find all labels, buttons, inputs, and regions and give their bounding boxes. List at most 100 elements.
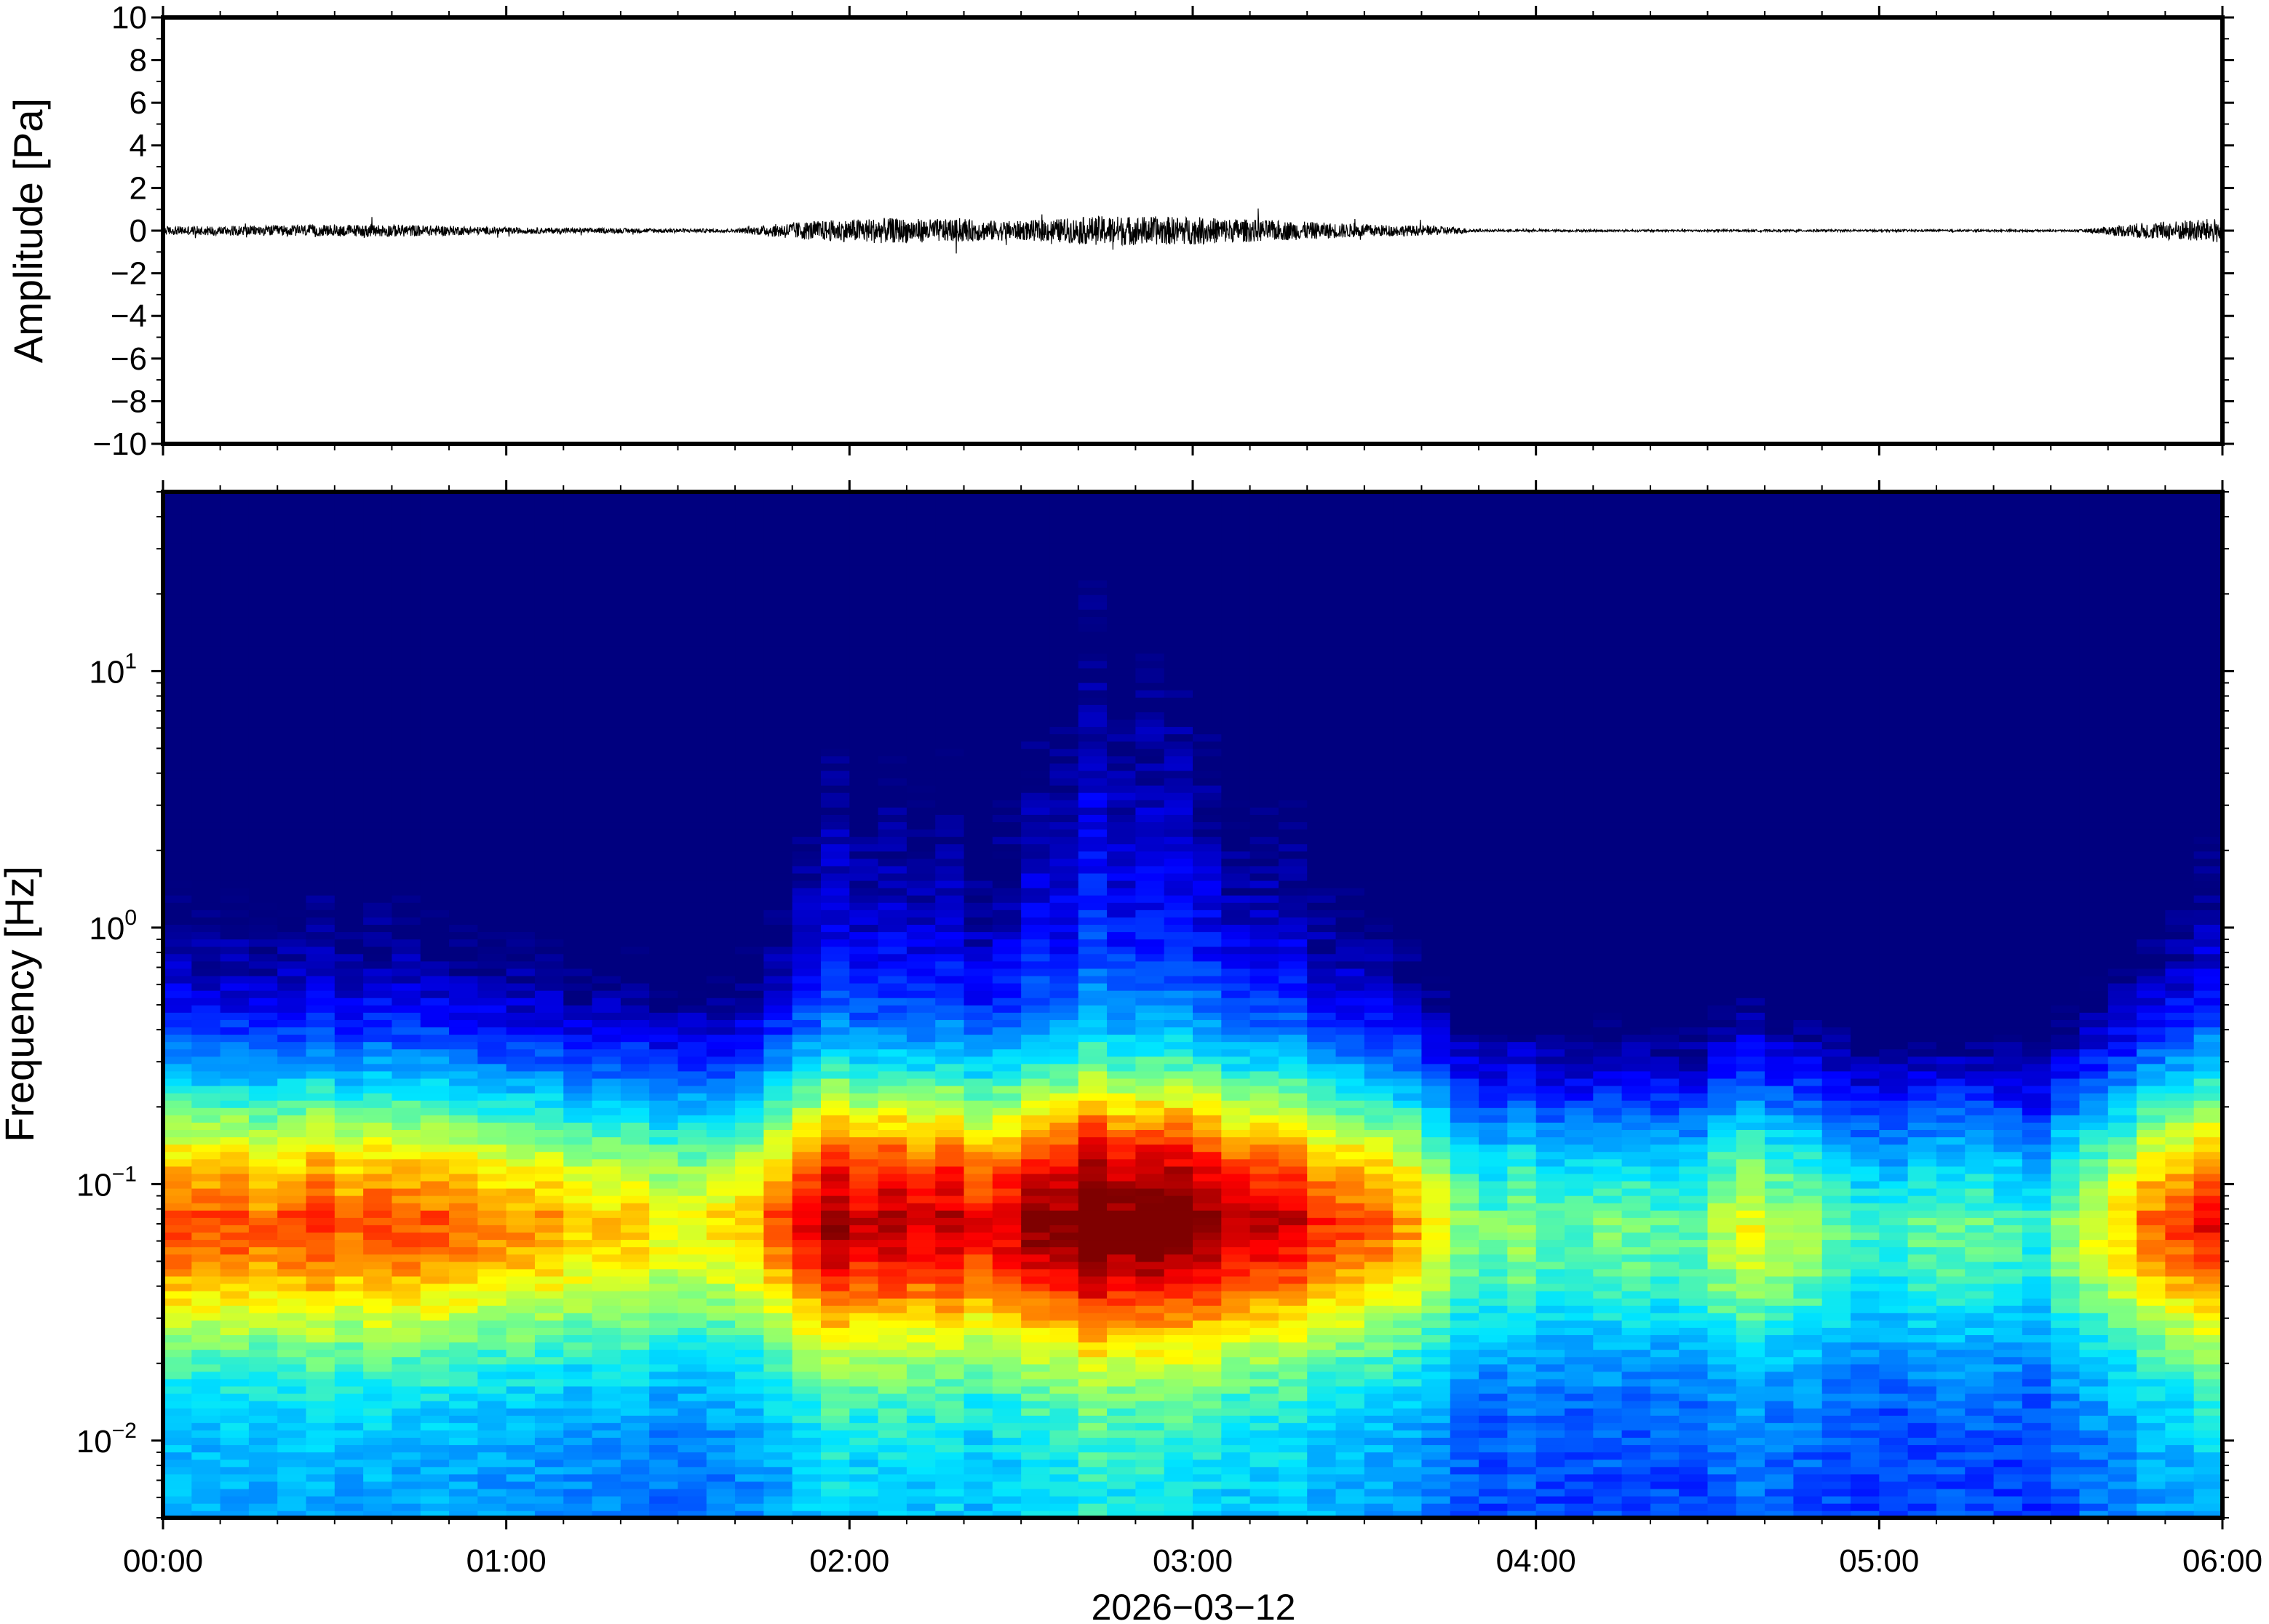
spectrogram-cell	[163, 931, 193, 940]
spectrogram-cell	[220, 1356, 250, 1365]
spectrogram-cell	[392, 1283, 421, 1291]
spectrogram-cell	[1021, 1305, 1051, 1313]
spectrogram-cell	[963, 880, 993, 888]
spectrogram-cell	[1049, 631, 1079, 640]
spectrogram-cell	[392, 1041, 421, 1050]
spectrogram-cell	[963, 1217, 993, 1225]
spectrogram-cell	[306, 733, 335, 742]
spectrogram-cell	[1107, 814, 1137, 823]
spectrogram-cell	[392, 1437, 421, 1446]
spectrogram-cell	[534, 1041, 565, 1050]
spectrogram-cell	[248, 1056, 279, 1064]
spectrogram-cell	[677, 997, 707, 1006]
spectrogram-cell	[1049, 499, 1079, 507]
spectrogram-cell	[792, 653, 822, 661]
spectrogram-cell	[363, 1275, 393, 1284]
spectrogram-cell	[306, 946, 335, 955]
spectrogram-cell	[392, 1144, 421, 1153]
spectrogram-cell	[878, 689, 907, 698]
spectrogram-cell	[477, 1217, 507, 1225]
spectrogram-cell	[248, 1012, 279, 1020]
spectrogram-cell	[220, 1099, 250, 1108]
spectrogram-cell	[763, 565, 793, 573]
spectrogram-cell	[906, 594, 937, 602]
spectrogram-cell	[1078, 924, 1108, 933]
spectrogram-cell	[763, 704, 793, 712]
spectrogram-cell	[506, 514, 536, 522]
spectrogram-cell	[534, 1092, 565, 1101]
spectrogram-cell	[1078, 726, 1108, 735]
spectrogram-cell	[1107, 1452, 1137, 1460]
spectrogram-cell	[935, 1048, 965, 1057]
spectrogram-cell	[191, 1246, 221, 1255]
spectrogram-cell	[506, 1246, 536, 1255]
spectrogram-cell	[334, 939, 364, 947]
spectrogram-cell	[506, 1268, 536, 1277]
spectrogram-cell	[563, 638, 593, 647]
spectrogram-cell	[420, 704, 450, 712]
spectrogram-cell	[735, 1122, 765, 1131]
spectrogram-cell	[191, 1349, 221, 1358]
spectrogram-cell	[334, 1085, 364, 1094]
spectrogram-cell	[821, 851, 851, 859]
spectrogram-cell	[420, 638, 450, 647]
spectrogram-cell	[906, 1393, 937, 1401]
spectrogram-cell	[449, 792, 479, 800]
spectrogram-cell	[334, 1166, 364, 1174]
spectrogram-cell	[1078, 1334, 1108, 1343]
spectrogram-cell	[191, 557, 221, 566]
spectrogram-cell	[1078, 748, 1108, 757]
spectrogram-cell	[963, 1239, 993, 1248]
spectrogram-cell	[735, 1275, 765, 1284]
spectrogram-cell	[649, 1129, 679, 1138]
spectrogram-cell	[763, 631, 793, 640]
spectrogram-cell	[420, 872, 450, 881]
spectrogram-cell	[449, 836, 479, 845]
spectrogram-cell	[592, 697, 621, 705]
spectrogram-cell	[277, 1275, 307, 1284]
spectrogram-cell	[735, 1422, 765, 1430]
spectrogram-cell	[849, 1510, 879, 1518]
spectrogram-cell	[677, 939, 707, 947]
spectrogram-cell	[592, 1342, 621, 1350]
spectrogram-cell	[649, 565, 679, 573]
spectrogram-cell	[563, 624, 593, 632]
spectrogram-cell	[1107, 858, 1137, 867]
spectrogram-cell	[649, 521, 679, 530]
spectrogram-cell	[963, 499, 993, 507]
spectrogram-cell	[878, 1187, 907, 1196]
spectrogram-cell	[506, 931, 536, 940]
spectrogram-cell	[1078, 1313, 1108, 1321]
spectrogram-cell	[363, 1297, 393, 1306]
spectrogram-cell	[334, 1210, 364, 1218]
spectrogram-cell	[477, 1466, 507, 1475]
spectrogram-cell	[792, 594, 822, 602]
spectrogram-cell	[1078, 1466, 1108, 1475]
spectrogram-cell	[248, 719, 279, 728]
spectrogram-cell	[735, 1063, 765, 1072]
spectrogram-cell	[220, 660, 250, 669]
spectrogram-cell	[677, 968, 707, 976]
spectrogram-cell	[334, 1122, 364, 1131]
spectrogram-cell	[363, 1070, 393, 1079]
spectrogram-cell	[163, 1342, 193, 1350]
spectrogram-cell	[1078, 1056, 1108, 1064]
spectrogram-cell	[620, 506, 650, 515]
spectrogram-cell	[1078, 1488, 1108, 1497]
spectrogram-cell	[878, 1078, 907, 1086]
spectrogram-cell	[277, 1283, 307, 1291]
spectrogram-cell	[306, 1078, 335, 1086]
spectrogram-cell	[935, 1385, 965, 1394]
spectrogram-cell	[935, 1459, 965, 1468]
spectrogram-cell	[477, 1195, 507, 1203]
spectrogram-cell	[1107, 550, 1137, 559]
spectrogram-cell	[1049, 1275, 1079, 1284]
spectrogram-cell	[792, 1187, 822, 1196]
spectrogram-cell	[1021, 645, 1051, 654]
spectrogram-cell	[363, 1459, 393, 1468]
waveform-y-tick-label: −4	[111, 298, 147, 334]
spectrogram-cell	[420, 953, 450, 962]
spectrogram-cell	[763, 1078, 793, 1086]
spectrogram-cell	[849, 1217, 879, 1225]
